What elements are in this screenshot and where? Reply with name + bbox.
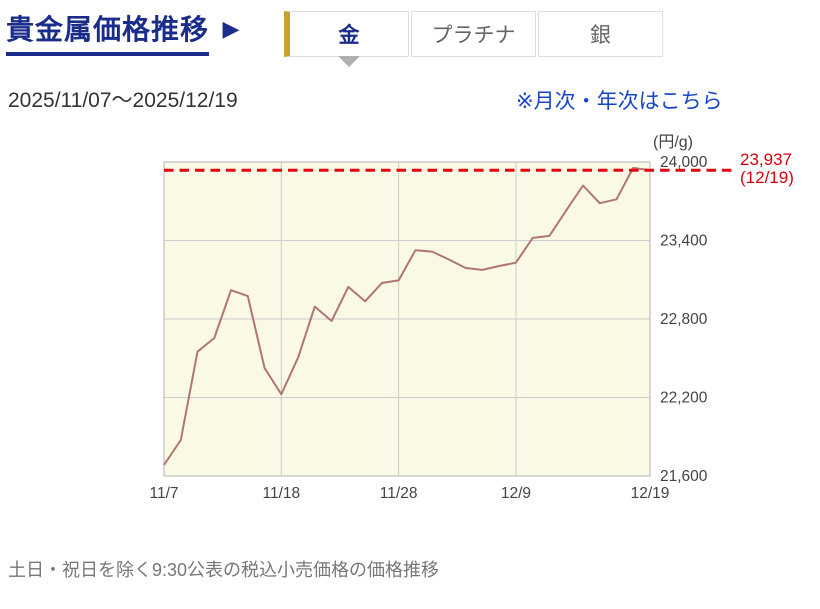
gold-price-chart: (円/g) 24,000 23,400 22,800 22,200 21,600 11/7 1… bbox=[0, 126, 820, 526]
tab-gold-label: 金 bbox=[338, 24, 360, 47]
metal-tabs: 金 プラチナ 銀 bbox=[284, 11, 663, 67]
svg-text:11/18: 11/18 bbox=[262, 485, 300, 502]
tab-gold[interactable]: 金 bbox=[284, 11, 409, 67]
tab-silver[interactable]: 銀 bbox=[538, 11, 663, 57]
footnote: 土日・祝日を除く9:30公表の税込小売価格の価格推移 bbox=[8, 560, 440, 580]
monthly-yearly-link[interactable]: ※月次・年次はこちら bbox=[516, 90, 723, 113]
svg-text:24,000: 24,000 bbox=[660, 154, 708, 171]
svg-text:21,600: 21,600 bbox=[660, 468, 708, 485]
svg-text:23,937: 23,937 bbox=[740, 150, 792, 169]
svg-text:11/28: 11/28 bbox=[380, 485, 418, 502]
svg-text:23,400: 23,400 bbox=[660, 233, 708, 250]
gold-price-chart-svg: (円/g) 24,000 23,400 22,800 22,200 21,600 11/7 1… bbox=[149, 134, 794, 502]
date-range: 2025/11/07～2025/12/19 bbox=[8, 89, 238, 112]
page-title-text: 貴金属価格推移 bbox=[6, 8, 210, 56]
tab-silver-label: 銀 bbox=[590, 24, 611, 47]
svg-text:22,800: 22,800 bbox=[660, 311, 708, 328]
svg-text:(12/19): (12/19) bbox=[740, 168, 794, 187]
active-tab-caret-icon bbox=[338, 56, 360, 67]
tab-platinum[interactable]: プラチナ bbox=[411, 11, 536, 57]
svg-text:11/7: 11/7 bbox=[149, 485, 178, 502]
svg-text:(円/g): (円/g) bbox=[653, 134, 693, 151]
svg-text:22,200: 22,200 bbox=[660, 390, 708, 407]
page-title[interactable]: 貴金属価格推移 ▶ bbox=[6, 8, 239, 56]
svg-text:12/9: 12/9 bbox=[501, 485, 531, 502]
title-arrow-icon: ▶ bbox=[222, 16, 240, 41]
tab-platinum-label: プラチナ bbox=[431, 24, 516, 47]
svg-text:12/19: 12/19 bbox=[631, 485, 670, 502]
